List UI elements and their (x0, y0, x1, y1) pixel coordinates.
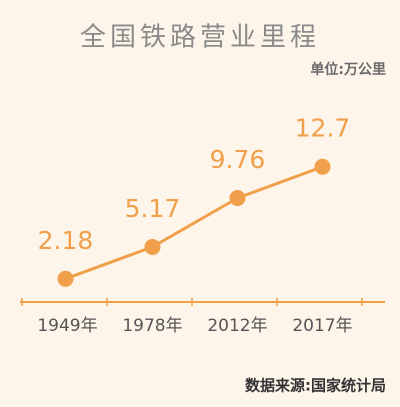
chart-title: 全国铁路营业里程 (80, 23, 320, 53)
line (64, 165, 324, 281)
source-label: 数据来源:国家统计局 (245, 377, 386, 395)
unit-label: 单位:万公里 (310, 61, 386, 78)
point (229, 190, 246, 207)
x-tick-label: 2012年 (207, 316, 267, 336)
point (144, 238, 161, 255)
point (57, 270, 74, 287)
value-label: 9.76 (210, 145, 266, 174)
point (314, 158, 331, 175)
x-tick-label: 2017年 (292, 316, 352, 336)
x-tick-label: 1949年 (37, 316, 97, 336)
value-label: 2.18 (38, 226, 94, 255)
x-tick-label: 1978年 (122, 316, 182, 336)
value-label: 12.7 (295, 114, 351, 143)
value-label: 5.17 (125, 194, 181, 223)
